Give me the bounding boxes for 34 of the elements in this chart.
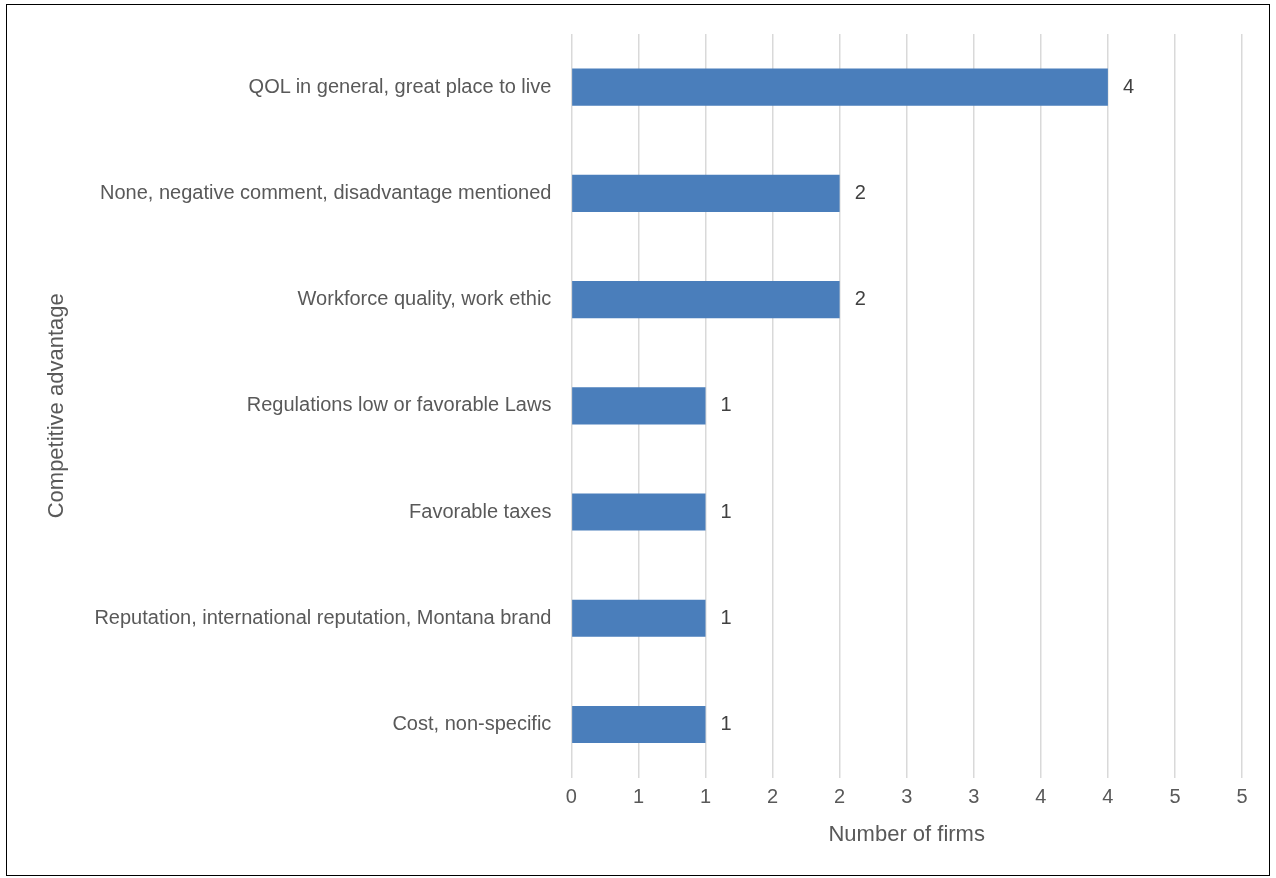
data-label: 2 xyxy=(854,287,866,310)
data-label: 1 xyxy=(720,605,732,628)
bar xyxy=(572,174,840,212)
x-tick-label: 0 xyxy=(565,785,577,808)
data-label: 4 xyxy=(1122,74,1134,97)
data-label: 1 xyxy=(720,712,732,734)
bar xyxy=(572,705,706,744)
y-tick-label: None, negative comment, disadvantage mentioned xyxy=(99,180,552,203)
x-tick-label: 3 xyxy=(968,785,980,808)
y-tick-label: Workforce quality, work ethic xyxy=(297,287,552,310)
x-tick-label: 1 xyxy=(632,785,645,808)
y-tick-label: Regulations low or favorable Laws xyxy=(246,393,552,416)
y-tick-label: Reputation, international reputation, Montana brand xyxy=(94,605,552,628)
data-label: 1 xyxy=(720,499,732,522)
bar xyxy=(572,387,706,425)
data-label: 2 xyxy=(854,180,866,203)
x-tick-label: 3 xyxy=(901,785,913,808)
x-tick-label: 4 xyxy=(1102,785,1114,808)
x-tick-label: 5 xyxy=(1236,785,1248,808)
bar xyxy=(572,493,706,531)
bar xyxy=(572,280,840,319)
x-axis-title: Number of firms xyxy=(828,820,985,846)
y-tick-label: QOL in general, great place to live xyxy=(248,74,552,97)
x-tick-label: 1 xyxy=(699,785,712,808)
y-tick-label: Favorable taxes xyxy=(409,499,552,522)
data-label: 1 xyxy=(720,393,732,416)
x-tick-label: 5 xyxy=(1169,785,1181,808)
y-tick-label: Cost, non-specific xyxy=(392,712,552,734)
x-tick-label: 2 xyxy=(767,785,779,808)
bar xyxy=(572,599,706,637)
y-axis-title: Competitive advantage xyxy=(43,293,69,519)
x-tick-label: 4 xyxy=(1035,785,1047,808)
x-tick-label: 2 xyxy=(834,785,846,808)
bar xyxy=(572,68,1108,106)
